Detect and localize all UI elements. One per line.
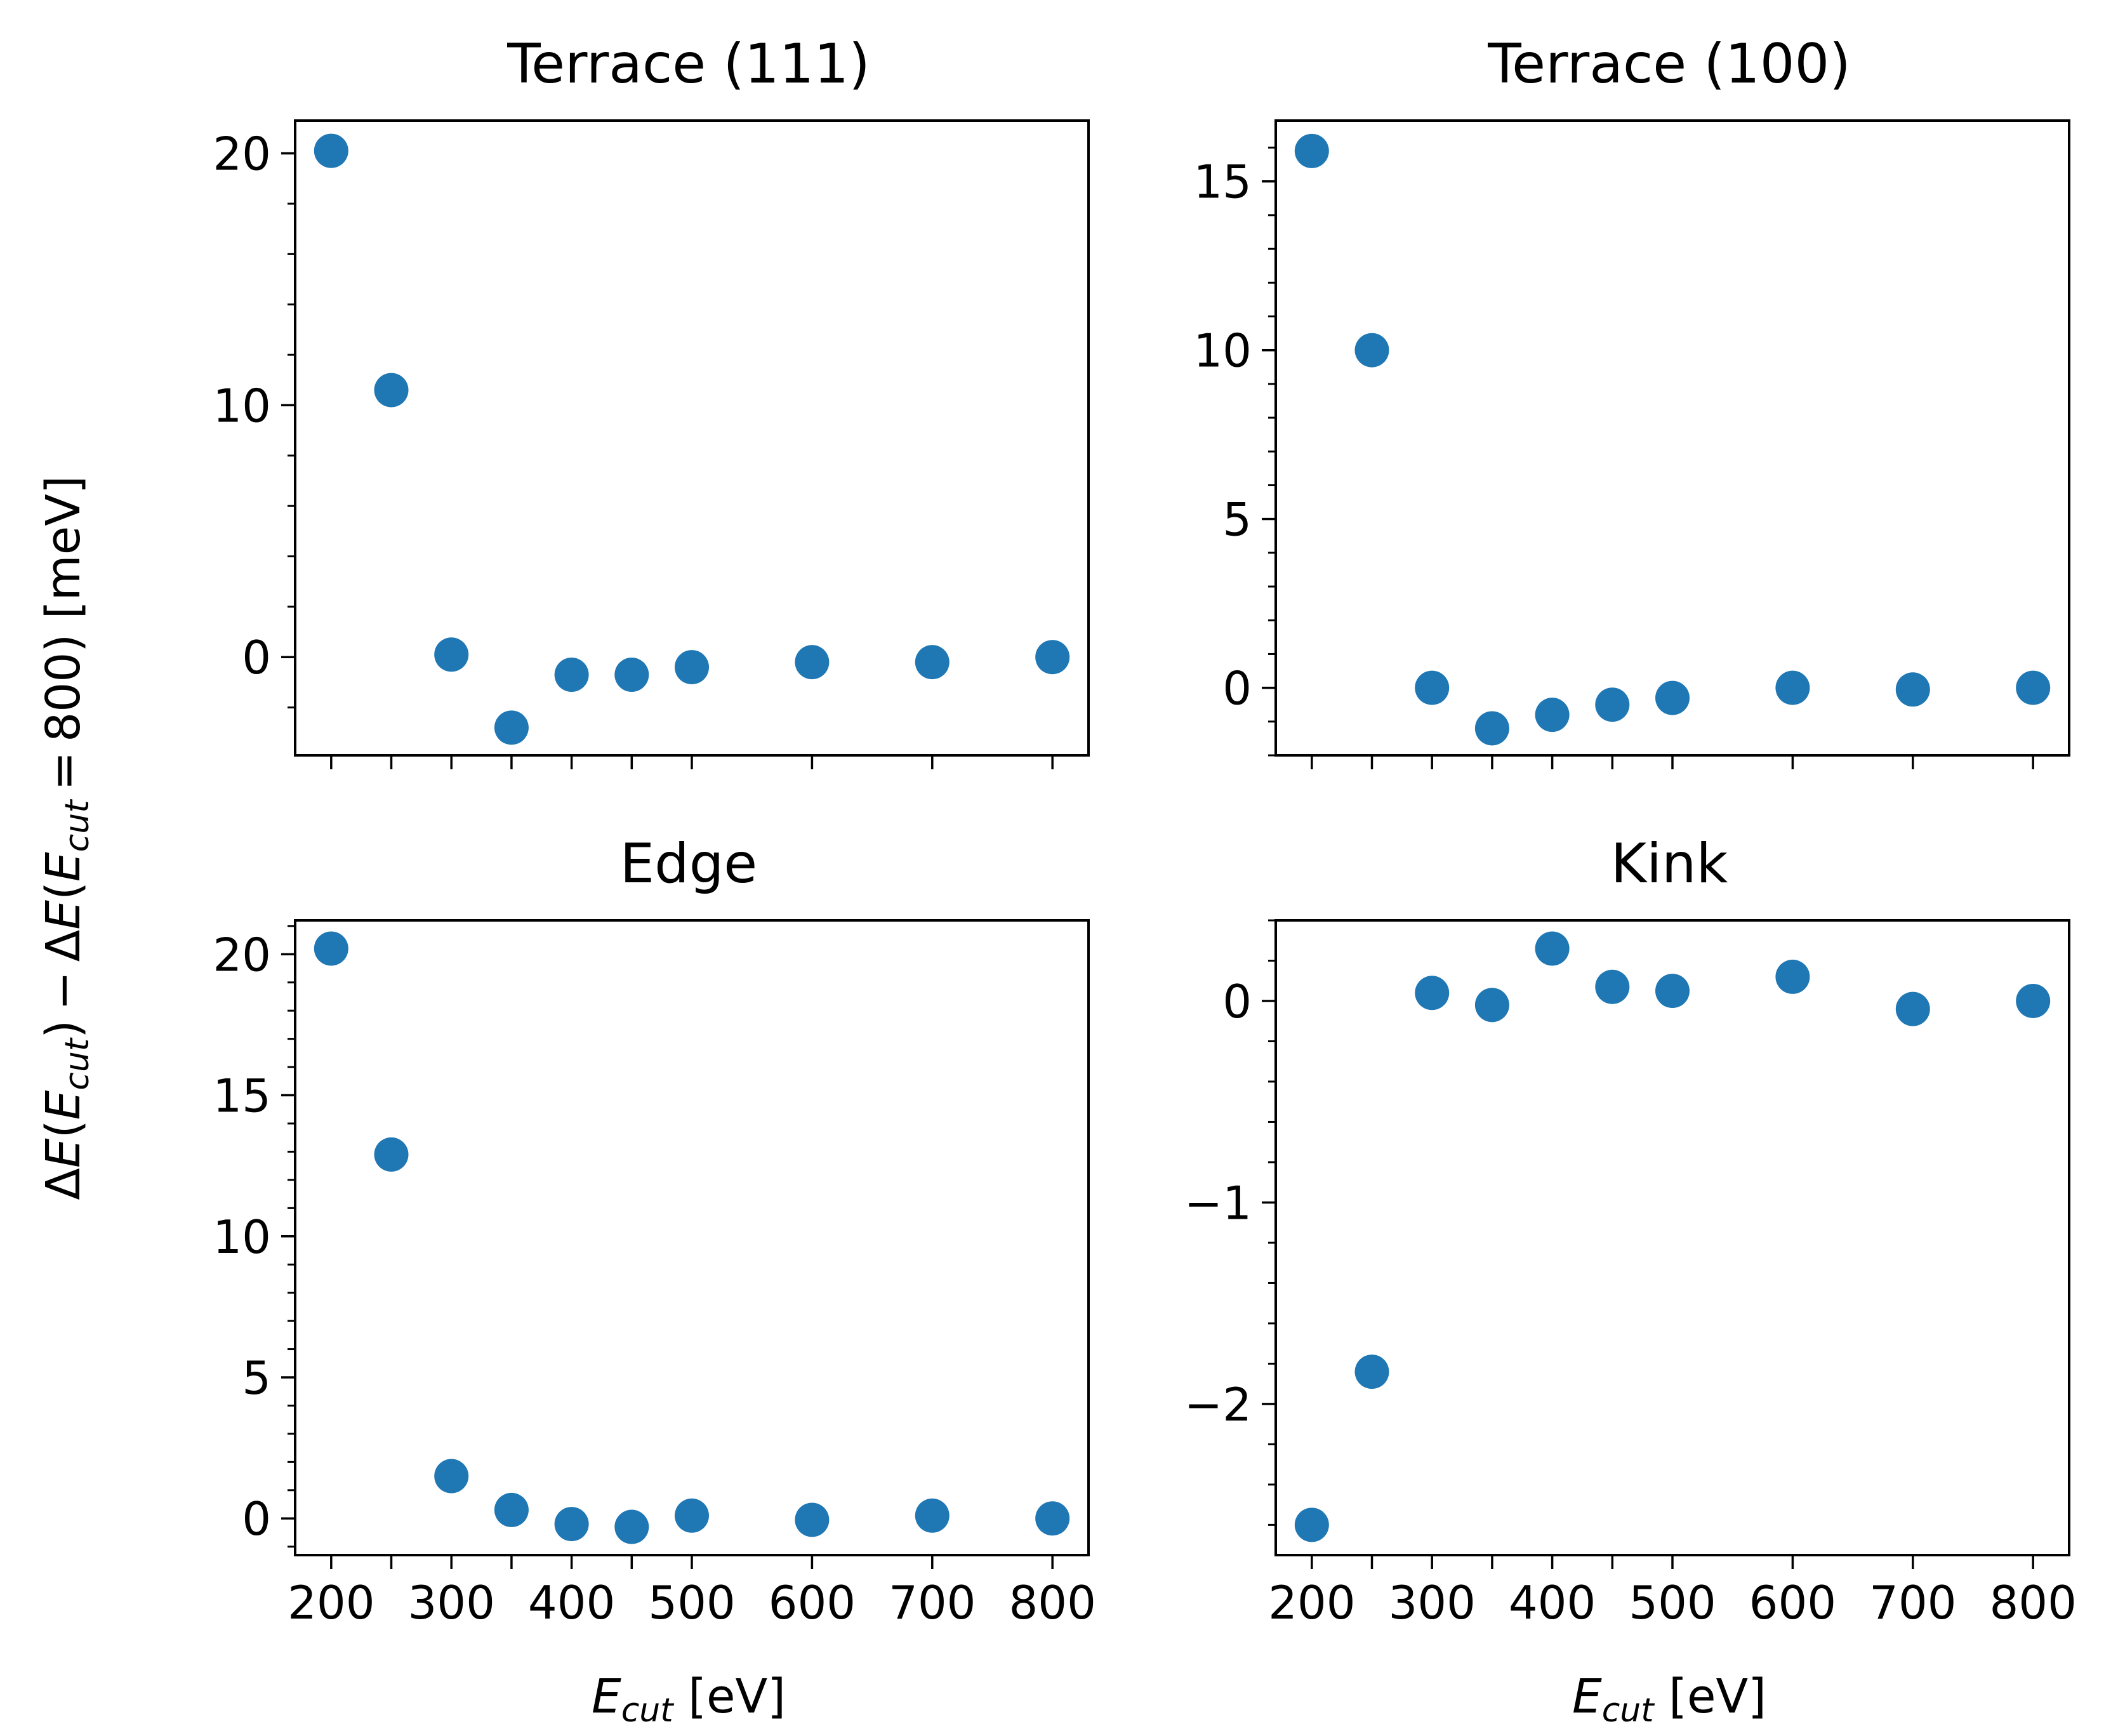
y-tick-label: 0: [242, 631, 271, 684]
panel-title: Kink: [1611, 832, 1728, 896]
y-tick-label: 15: [213, 1070, 271, 1123]
data-point: [1655, 974, 1690, 1009]
data-point: [1474, 988, 1509, 1023]
x-axis-label-left: Ecut [eV]: [592, 1669, 786, 1730]
data-point: [1895, 991, 1930, 1026]
data-point: [434, 1459, 469, 1494]
data-point: [1415, 976, 1450, 1010]
plot-frame: [1274, 119, 2070, 757]
data-point: [915, 1498, 950, 1533]
x-tick-label: 800: [1009, 1576, 1095, 1629]
y-axis-label: ΔE(Ecut) − ΔE(Ecut = 800) [meV]: [36, 475, 96, 1200]
panel-title: Edge: [620, 832, 757, 896]
x-tick-label: 700: [889, 1576, 976, 1629]
data-point: [1294, 1507, 1329, 1542]
x-tick-label: 400: [528, 1576, 615, 1629]
data-point: [1595, 687, 1630, 722]
panel-terrace-100: Terrace (100) 0 5 10 15: [1193, 32, 2070, 769]
data-point: [314, 133, 348, 168]
y-tick-label: 20: [213, 928, 271, 981]
data-point: [1035, 1501, 1070, 1536]
data-point: [675, 1498, 709, 1533]
x-tick-label: 500: [648, 1576, 735, 1629]
data-point: [1354, 333, 1389, 368]
y-tick-label: 5: [242, 1351, 271, 1405]
x-tick-label: 300: [1388, 1576, 1475, 1629]
data-point: [1294, 133, 1329, 168]
y-tick-label: 20: [213, 128, 271, 181]
y-tick-label: 0: [1222, 975, 1252, 1028]
data-point: [554, 658, 589, 692]
data-point: [1535, 698, 1570, 732]
y-tick-label: −1: [1184, 1176, 1252, 1229]
data-point: [795, 645, 830, 680]
plot-frame: [1274, 919, 2070, 1556]
x-tick-label: 800: [1989, 1576, 2076, 1629]
data-point: [494, 1492, 529, 1527]
x-tick-label: 200: [1268, 1576, 1355, 1629]
data-point: [1354, 1355, 1389, 1389]
x-tick-label: 300: [407, 1576, 494, 1629]
data-point: [795, 1502, 830, 1537]
data-point: [614, 658, 649, 692]
y-tick-label: 10: [213, 1210, 271, 1264]
y-tick-label: 15: [1193, 156, 1252, 209]
data-point: [374, 373, 409, 407]
panel-title: Terrace (100): [1487, 32, 1851, 96]
data-point: [434, 637, 469, 672]
panel-terrace-111: Terrace (111) 0 10 20: [213, 32, 1090, 769]
data-point: [1035, 640, 1070, 675]
data-point: [2016, 983, 2051, 1018]
data-point: [374, 1137, 409, 1172]
data-point: [314, 931, 348, 966]
panel-edge: Edge 0 5 10 15 20 200 300 400 500 600 700 800: [213, 832, 1096, 1629]
data-point: [614, 1509, 649, 1544]
y-tick-label: −2: [1184, 1378, 1252, 1431]
data-point: [1595, 969, 1630, 1004]
data-point: [1775, 670, 1810, 705]
y-tick-label: 10: [213, 379, 271, 432]
x-tick-label: 700: [1869, 1576, 1956, 1629]
x-tick-label: 400: [1509, 1576, 1596, 1629]
data-point: [675, 650, 709, 685]
data-point: [1535, 931, 1570, 966]
data-point: [1415, 670, 1450, 705]
plot-frame: [294, 119, 1090, 757]
data-point: [2016, 670, 2051, 705]
x-tick-label: 600: [1749, 1576, 1836, 1629]
data-point: [1474, 711, 1509, 746]
data-point: [494, 710, 529, 745]
data-point: [915, 645, 950, 680]
y-tick-label: 5: [1222, 493, 1252, 547]
data-point: [1775, 959, 1810, 994]
y-tick-label: 0: [242, 1492, 271, 1546]
y-tick-label: 0: [1222, 662, 1252, 715]
x-tick-label: 500: [1629, 1576, 1716, 1629]
x-tick-label: 200: [288, 1576, 374, 1629]
data-point: [1895, 672, 1930, 707]
y-tick-label: 10: [1193, 324, 1252, 378]
data-point: [1655, 680, 1690, 715]
panel-kink: Kink 0 −1 −2 200 300 400 500 600 700 800: [1184, 832, 2077, 1629]
x-tick-label: 600: [769, 1576, 856, 1629]
x-axis-label-right: Ecut [eV]: [1572, 1669, 1766, 1730]
panel-title: Terrace (111): [506, 32, 870, 96]
plot-frame: [294, 919, 1090, 1556]
data-point: [554, 1507, 589, 1542]
